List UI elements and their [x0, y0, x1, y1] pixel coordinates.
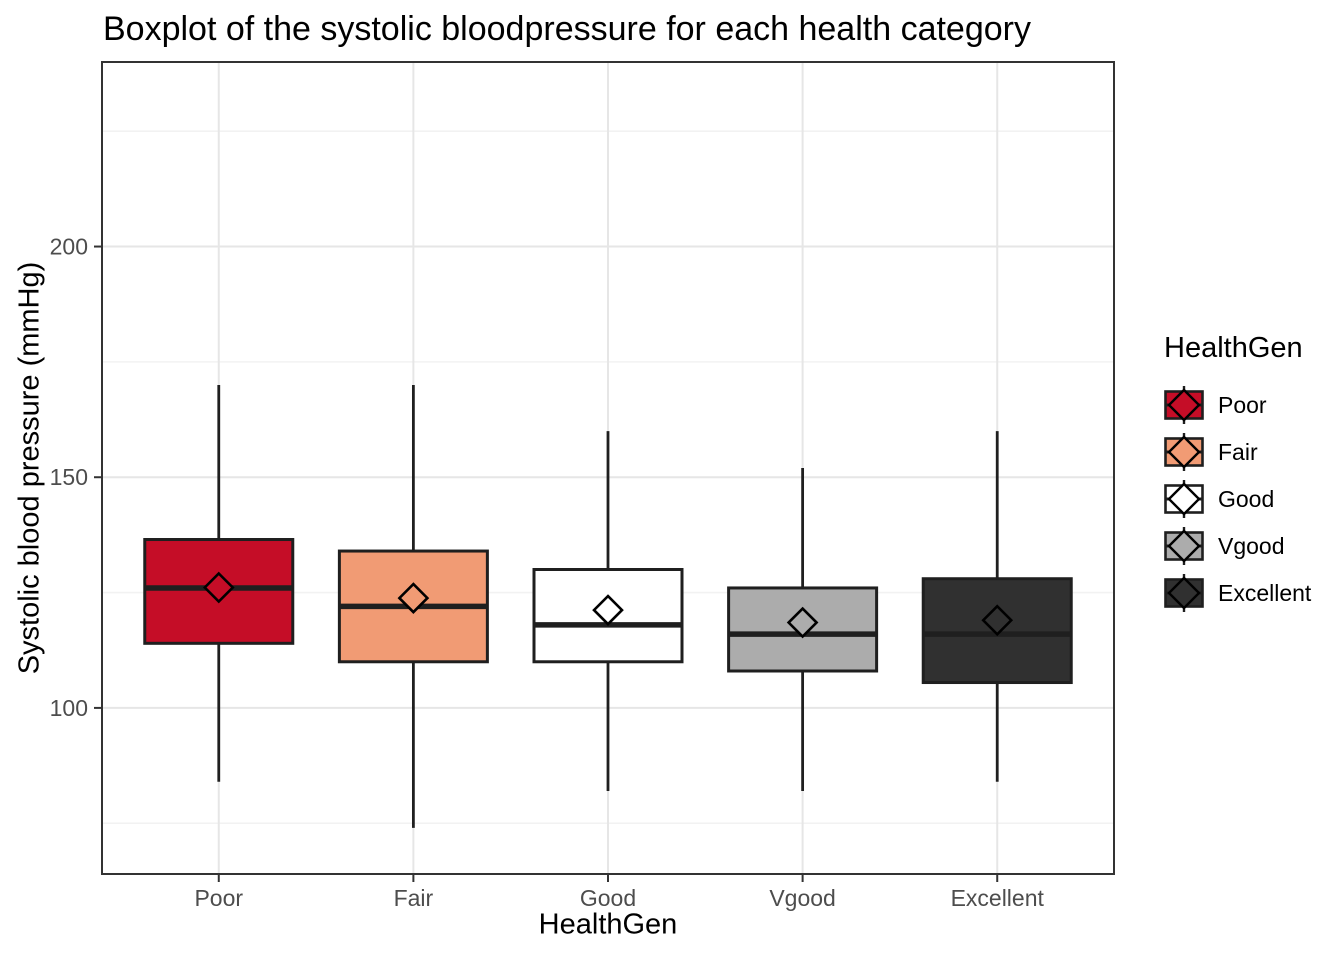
- y-tick-label-200: 200: [50, 234, 88, 260]
- legend-key-diamond-icon: [1167, 529, 1201, 563]
- legend-label: Excellent: [1218, 579, 1312, 606]
- mean-diamond-fair: [397, 582, 430, 614]
- legend-label: Poor: [1218, 391, 1267, 418]
- y-tick-label-100: 100: [50, 695, 88, 721]
- legend-items: Poor Fair Good Vgood Excellent: [1164, 385, 1340, 613]
- legend-key-boxplot-icon: [1164, 480, 1204, 518]
- y-axis-title: Systolic blood pressure (mmHg): [13, 261, 46, 675]
- mean-diamond-poor: [202, 571, 235, 604]
- legend-key-diamond-icon: [1167, 435, 1201, 469]
- chart-title: Boxplot of the systolic bloodpressure fo…: [103, 10, 1031, 48]
- mean-diamond-good: [592, 594, 624, 626]
- legend-key-boxplot-icon: [1164, 433, 1204, 471]
- legend: HealthGen Poor Fair Good Vgood Excellent: [1164, 332, 1340, 620]
- legend-key-boxplot-icon: [1164, 527, 1204, 565]
- legend-item-fair: Fair: [1164, 432, 1340, 472]
- legend-key-boxplot-icon: [1164, 386, 1204, 424]
- legend-item-good: Good: [1164, 479, 1340, 519]
- legend-key-diamond-icon: [1167, 576, 1201, 610]
- legend-item-vgood: Vgood: [1164, 526, 1340, 566]
- x-tick-label-excellent: Excellent: [951, 885, 1045, 911]
- legend-item-poor: Poor: [1164, 385, 1340, 425]
- x-tick-label-good: Good: [580, 885, 636, 911]
- x-tick-label-poor: Poor: [194, 885, 243, 911]
- boxplot-marks-layer: [143, 384, 1073, 828]
- mean-diamond-excellent: [981, 604, 1014, 637]
- legend-key-diamond-icon: [1167, 482, 1201, 516]
- legend-key-diamond-icon: [1167, 388, 1201, 422]
- x-tick-label-fair: Fair: [394, 885, 434, 911]
- legend-label: Good: [1218, 485, 1275, 512]
- legend-key-boxplot-icon: [1164, 574, 1204, 612]
- y-tick-label-150: 150: [50, 464, 88, 490]
- legend-item-excellent: Excellent: [1164, 573, 1340, 613]
- mean-diamond-vgood: [786, 606, 819, 639]
- x-tick-label-vgood: Vgood: [769, 885, 836, 911]
- legend-title: HealthGen: [1164, 332, 1303, 364]
- x-axis-title: HealthGen: [538, 908, 678, 941]
- legend-label: Fair: [1218, 438, 1258, 465]
- legend-label: Vgood: [1218, 532, 1285, 559]
- axes-layer: 100 150 200 Poor Fair Good Vgood Excellent: [50, 61, 1115, 911]
